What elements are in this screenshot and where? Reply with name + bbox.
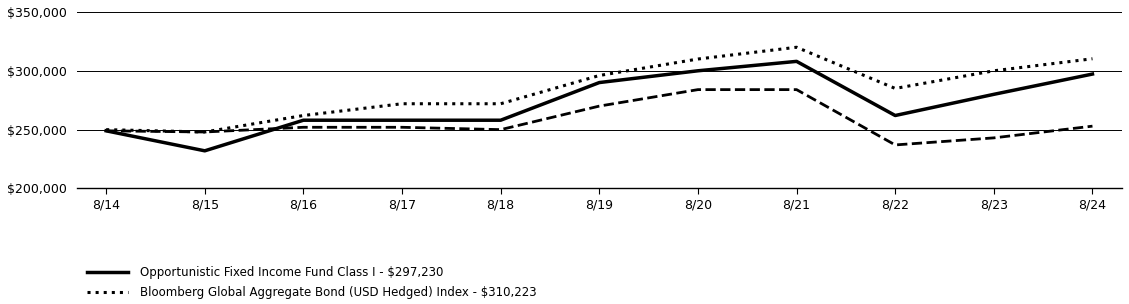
Legend: Opportunistic Fixed Income Fund Class I - $297,230, Bloomberg Global Aggregate B: Opportunistic Fixed Income Fund Class I … — [82, 261, 542, 304]
